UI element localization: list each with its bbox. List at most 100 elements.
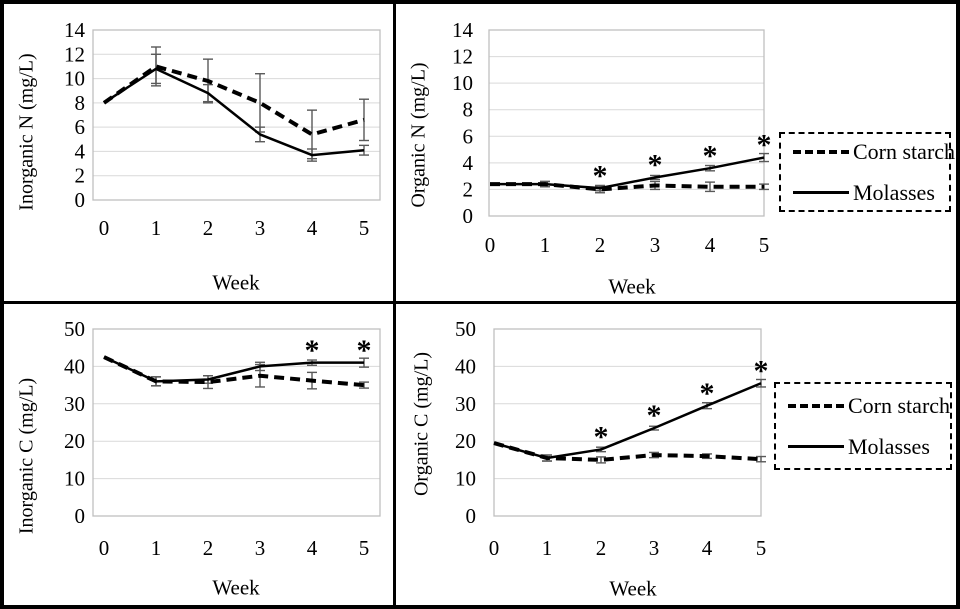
plot-border (488, 29, 765, 217)
y-tick-label: 4 (75, 139, 86, 163)
series-line-corn-starch (490, 182, 764, 192)
x-tick-label: 4 (307, 216, 318, 240)
significance-asterisk: * (357, 334, 372, 367)
series-line-corn-starch (493, 441, 762, 462)
legend-entry-molasses: Molasses (788, 434, 946, 460)
y-tick-label: 6 (463, 124, 474, 148)
inorganic-c-x-axis-title: Week (212, 575, 260, 600)
legend-entry-corn-starch: Corn starch (788, 393, 950, 419)
plot-border (493, 328, 762, 517)
y-tick-label: 8 (75, 91, 86, 115)
y-tick-label: 14 (452, 18, 474, 42)
x-tick-label: 0 (489, 536, 500, 560)
x-tick-label: 5 (359, 536, 370, 560)
inorganic-n-x-axis-title: Week (212, 270, 260, 295)
y-tick-label: 14 (64, 18, 86, 42)
y-tick-label: 0 (75, 504, 86, 528)
legend-box: Corn starch Molasses (779, 132, 955, 212)
x-tick-label: 4 (705, 233, 716, 257)
x-tick-label: 3 (255, 536, 266, 560)
x-tick-label: 1 (151, 536, 162, 560)
y-tick-label: 20 (64, 429, 85, 453)
y-tick-label: 0 (463, 204, 474, 228)
x-tick-label: 3 (649, 536, 660, 560)
molasses-solid-line-sample (793, 191, 849, 194)
x-tick-label: 4 (307, 536, 318, 560)
y-tick-label: 50 (455, 317, 476, 341)
organic-c-x-axis-title: Week (609, 576, 657, 601)
legend-box: Corn starch Molasses (774, 382, 952, 470)
panel-divider-vertical (393, 4, 396, 605)
x-tick-label: 3 (255, 216, 266, 240)
y-tick-label: 40 (64, 354, 85, 378)
y-tick-label: 10 (64, 467, 85, 491)
y-tick-label: 10 (64, 67, 85, 91)
y-tick-label: 0 (466, 504, 477, 528)
x-tick-label: 2 (203, 536, 214, 560)
y-tick-label: 10 (455, 467, 476, 491)
panel-divider-horizontal (4, 301, 956, 304)
corn-starch-dashed-line-sample (793, 149, 849, 154)
molasses-solid-line-sample (788, 445, 844, 448)
y-tick-label: 0 (75, 188, 86, 212)
x-tick-label: 4 (702, 536, 713, 560)
panel-inorganic-n: 0 2 4 6 8 10 12 14 0 1 2 3 4 5 Inorganic N (mg/L) Wee… (4, 4, 393, 301)
legend-label-corn-starch: Corn starch (853, 138, 956, 164)
inorganic-c-y-axis-title: Inorganic C (mg/L) (15, 377, 38, 535)
y-tick-label: 50 (64, 317, 85, 341)
y-tick-label: 10 (452, 71, 473, 95)
x-tick-label: 3 (650, 233, 661, 257)
significance-asterisk: * (647, 399, 662, 432)
corn-starch-dashed-line-sample (788, 403, 844, 408)
legend-label-molasses: Molasses (848, 433, 930, 459)
y-tick-label: 12 (64, 42, 85, 66)
inorganic-n-y-axis-title: Inorganic N (mg/L) (15, 53, 38, 211)
y-tick-label: 4 (463, 151, 474, 175)
y-tick-label: 8 (463, 98, 474, 122)
panel-organic-n: 0 2 4 6 8 10 12 14 0 1 2 3 4 5 * * * * Organic N (mg/L) W… (396, 4, 956, 301)
series-line-molasses (490, 156, 765, 190)
x-tick-label: 0 (485, 233, 496, 257)
inorganic-c-chart: 0 10 20 30 40 50 0 1 2 3 4 5 * * (64, 317, 381, 560)
x-tick-label: 0 (99, 536, 110, 560)
legend-label-molasses: Molasses (853, 179, 935, 205)
significance-asterisk: * (648, 149, 663, 182)
significance-asterisk: * (703, 139, 718, 172)
x-tick-label: 5 (756, 536, 767, 560)
x-tick-label: 2 (203, 216, 214, 240)
series-line-corn-starch (102, 64, 365, 137)
series-line-molasses (493, 382, 762, 460)
x-tick-label: 0 (99, 216, 110, 240)
legend-entry-corn-starch: Corn starch (793, 139, 955, 165)
significance-asterisk: * (700, 377, 715, 410)
panel-inorganic-c: 0 10 20 30 40 50 0 1 2 3 4 5 * * Inorganic C (mg/L) W… (4, 304, 393, 605)
organic-n-y-axis-title: Organic N (mg/L) (407, 62, 430, 208)
series-line-molasses (103, 67, 365, 157)
y-tick-label: 40 (455, 354, 476, 378)
significance-asterisk: * (754, 354, 769, 387)
x-tick-label: 5 (759, 233, 770, 257)
legend-entry-molasses: Molasses (793, 180, 945, 206)
y-tick-label: 30 (64, 392, 85, 416)
plot-border (92, 328, 381, 517)
organic-c-chart: 0 10 20 30 40 50 0 1 2 3 4 5 * * * * (455, 317, 769, 560)
x-tick-label: 5 (359, 216, 370, 240)
significance-asterisk: * (593, 159, 608, 192)
y-tick-label: 12 (452, 45, 473, 69)
y-tick-label: 30 (455, 392, 476, 416)
significance-asterisk: * (305, 334, 320, 367)
y-tick-label: 2 (463, 177, 474, 201)
series-line-corn-starch (103, 355, 365, 388)
x-tick-label: 1 (151, 216, 162, 240)
x-tick-label: 1 (542, 536, 553, 560)
series-line-molasses (103, 355, 364, 383)
legend-label-corn-starch: Corn starch (848, 392, 951, 418)
y-tick-label: 20 (455, 429, 476, 453)
significance-asterisk: * (757, 129, 772, 162)
y-tick-label: 2 (75, 164, 86, 188)
significance-asterisk: * (594, 421, 609, 454)
organic-c-y-axis-title: Organic C (mg/L) (410, 351, 433, 497)
